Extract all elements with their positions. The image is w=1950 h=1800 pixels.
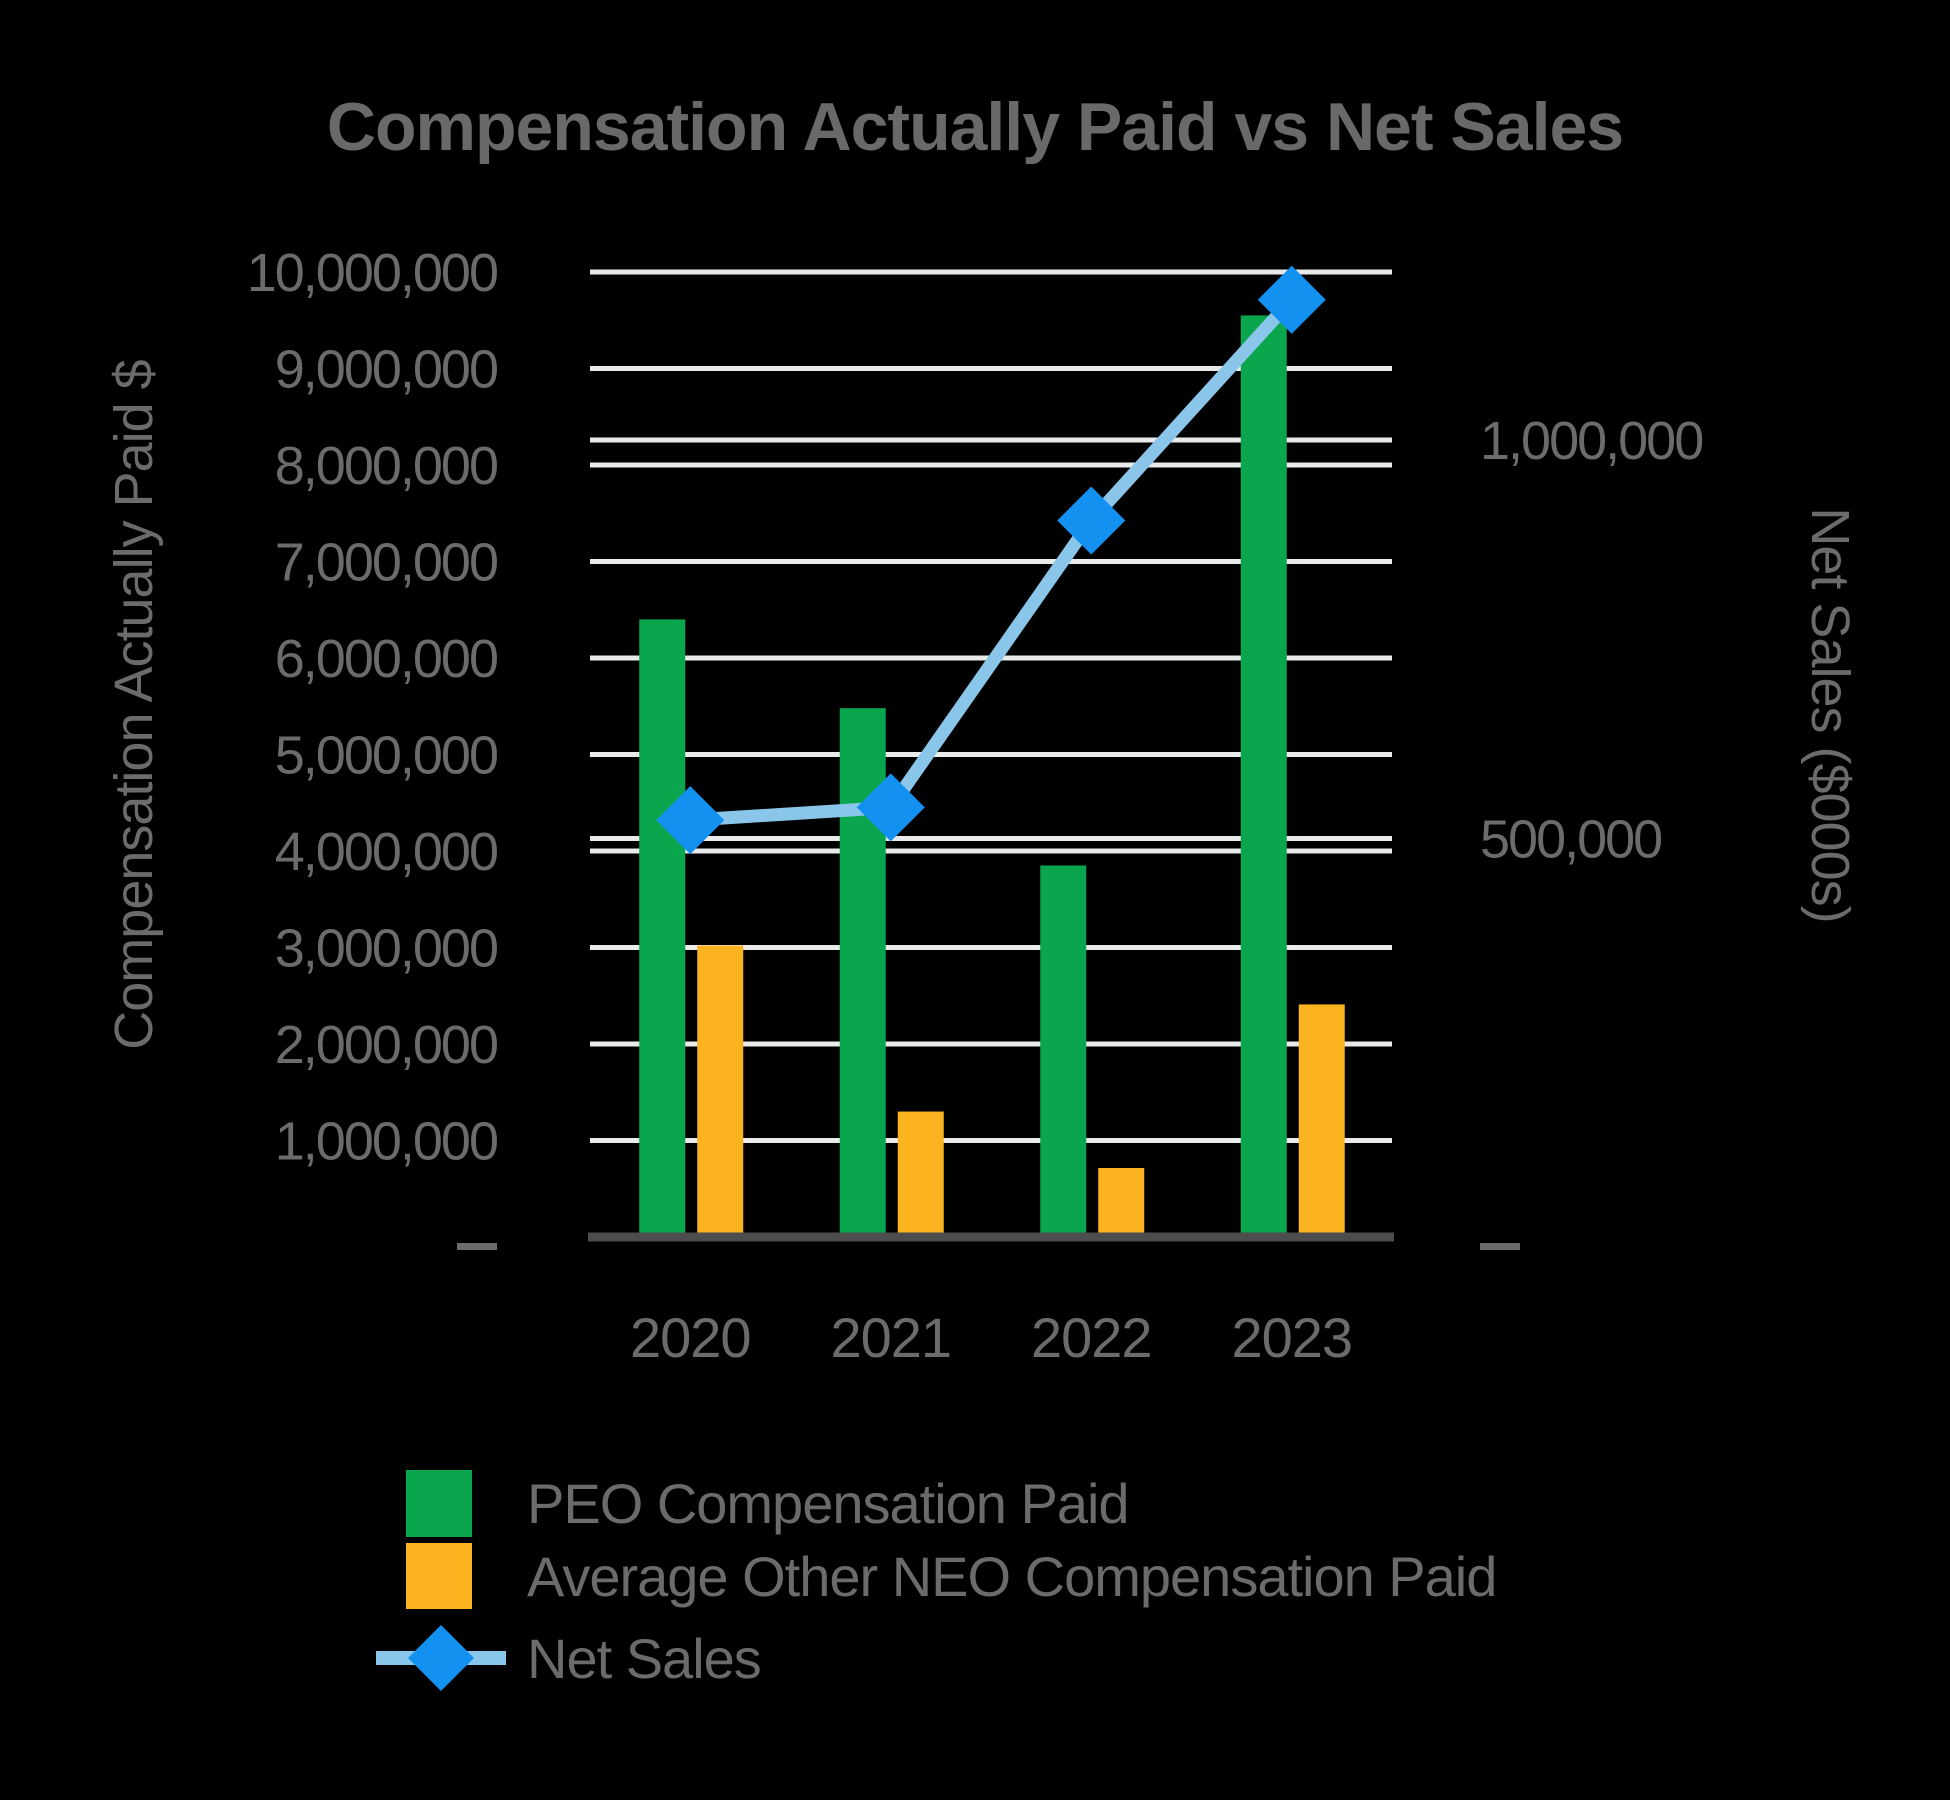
net-sales-point-2023 [1257,265,1326,334]
x-axis-label-2021: 2021 [830,1306,951,1369]
right-axis-tick-label: 500,000 [1480,810,1661,870]
left-axis-tick-label: 3,000,000 [275,919,497,979]
bar-neo-2022 [1098,1168,1145,1237]
bar-peo-2023 [1240,315,1287,1237]
bar-neo-2021 [897,1111,944,1237]
legend-label-net-sales: Net Sales [527,1627,761,1690]
left-axis-tick-label: 1,000,000 [275,1112,497,1172]
left-axis-title: Compensation Actually Paid $ [104,359,164,1049]
bar-peo-2020 [639,619,686,1237]
bar-neo-2023 [1298,1004,1345,1237]
bar-peo-2022 [1040,865,1087,1237]
left-axis-tick-label: 8,000,000 [275,436,497,496]
legend: PEO Compensation Paid Average Other NEO … [376,1470,1497,1691]
left-axis-tick-label: 4,000,000 [275,822,497,882]
legend-swatch-neo [406,1543,472,1609]
left-axis-tick-label: 5,000,000 [275,726,497,786]
legend-label-neo: Average Other NEO Compensation Paid [527,1545,1496,1608]
net-sales-line [689,295,1297,827]
left-axis-zero-dash [457,1243,497,1250]
right-axis-tick-label: 1,000,000 [1480,411,1702,471]
legend-label-peo: PEO Compensation Paid [527,1472,1129,1535]
net-sales-point-2022 [1057,486,1126,555]
chart-title: Compensation Actually Paid vs Net Sales [327,89,1623,165]
legend-net-sales-diamond-icon [408,1625,474,1691]
legend-swatch-peo [406,1470,472,1537]
left-axis-tick-label: 7,000,000 [275,533,497,593]
right-axis-zero-dash [1480,1243,1520,1250]
left-axis-tick-label: 9,000,000 [275,340,497,400]
x-axis-label-2020: 2020 [630,1306,751,1369]
bar-neo-2020 [697,945,744,1237]
left-axis-tick-label: 6,000,000 [275,629,497,689]
plot-area: 1,000,000 2,000,000 3,000,000 4,000,000 5,00… [247,243,1705,1369]
x-axis-label-2023: 2023 [1231,1306,1352,1369]
x-axis-label-2022: 2022 [1031,1306,1152,1369]
net-sales-point-2020 [656,786,725,855]
left-axis-tick-label: 10,000,000 [247,243,497,303]
left-axis-tick-label: 2,000,000 [275,1015,497,1075]
right-axis-title: Net Sales ($000s) [1800,507,1860,922]
net-sales-point-2021 [856,773,925,842]
